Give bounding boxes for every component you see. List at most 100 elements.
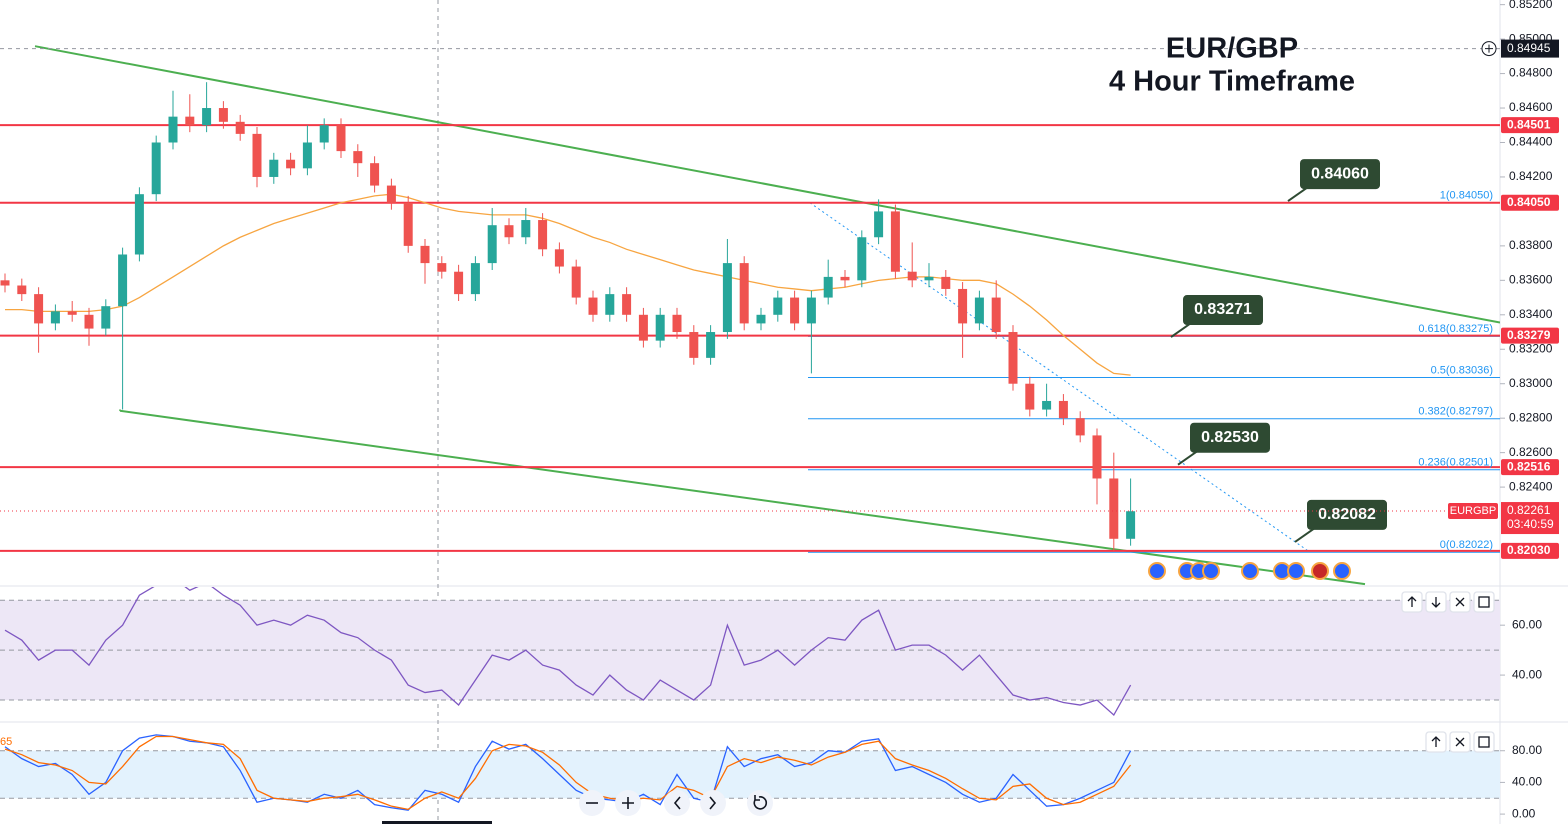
countdown-label: 03:40:59: [1507, 517, 1554, 531]
candle-body: [974, 297, 984, 324]
y-tick-label: 0.84200: [1509, 169, 1553, 183]
candle-body: [353, 151, 363, 164]
callout-label: 0.83271: [1194, 301, 1252, 318]
candle-body: [202, 108, 212, 126]
candle-body: [1042, 400, 1052, 410]
candle-body: [151, 142, 161, 195]
y-tick-label: 60.00: [1512, 617, 1542, 631]
pane-buttons[interactable]: [1401, 591, 1495, 753]
candle-body: [991, 297, 1001, 333]
candle-body: [504, 225, 514, 238]
candle-body: [235, 121, 245, 134]
level-badge: [1501, 327, 1559, 344]
symbol-label: EURGBP: [1450, 505, 1496, 517]
fib-label: 0.618(0.83275): [1418, 323, 1493, 335]
candle-body: [722, 263, 732, 333]
candle-body: [823, 276, 833, 298]
crosshair-badge: [1501, 39, 1559, 58]
candle-body: [386, 185, 396, 203]
candle-body: [454, 271, 464, 295]
y-tick-label: 0.00: [1512, 806, 1536, 820]
callout-box: [1190, 422, 1270, 453]
candle-body: [1025, 383, 1035, 410]
candle-body: [571, 266, 581, 298]
candle-body: [521, 220, 531, 238]
crosshair-label: 0.84945: [1507, 41, 1551, 55]
candle-body: [538, 220, 548, 250]
y-tick-label: 0.83400: [1509, 307, 1553, 321]
candle-body: [655, 314, 665, 341]
candle-body: [185, 116, 195, 126]
candle-body: [790, 297, 800, 324]
candle-body: [554, 249, 564, 267]
candle-body: [67, 311, 77, 315]
level-badge: [1501, 459, 1559, 476]
candle-body: [302, 142, 312, 169]
candle-body: [1058, 400, 1068, 419]
price-pane: 0.84060 0.83271 0.82530 0.82082: [0, 45, 1500, 586]
candle-body: [403, 202, 413, 246]
callout-box: [1300, 159, 1380, 190]
chart-subtitle: 4 Hour Timeframe: [1109, 66, 1355, 98]
candle-body: [218, 108, 228, 122]
scroll-indicator: [382, 821, 492, 824]
last-price-badge: [1501, 502, 1559, 535]
zoom-toolbar[interactable]: [579, 790, 773, 816]
stoch-pane: [0, 734, 1500, 811]
candle-body: [319, 125, 329, 143]
candle-body: [437, 263, 447, 272]
candle-body: [84, 314, 94, 329]
y-tick-label: 40.00: [1512, 775, 1542, 789]
candle-body: [101, 306, 111, 329]
stoch-band: [0, 750, 1500, 799]
chart-title: EUR/GBP: [1166, 33, 1298, 65]
candle-body: [605, 294, 615, 315]
candle-body: [689, 332, 699, 358]
level-badge: [1501, 194, 1559, 211]
candle-body: [1008, 332, 1018, 384]
candle-body: [286, 159, 296, 169]
y-tick-label: 0.84800: [1509, 66, 1553, 80]
y-tick-label: 0.82800: [1509, 410, 1553, 424]
candle-body: [907, 271, 917, 281]
last-price-label: 0.82261: [1507, 503, 1551, 517]
fib-label: 0.5(0.83036): [1431, 364, 1493, 376]
event-icons: [1148, 562, 1351, 580]
y-tick-label: 0.83600: [1509, 273, 1553, 287]
candle-body: [588, 297, 598, 315]
level-badge: [1501, 117, 1559, 134]
level-label: 0.83279: [1507, 328, 1551, 342]
candle-body: [890, 211, 900, 272]
stoch-edge-label: 65: [0, 736, 12, 748]
level-label: 0.82516: [1507, 459, 1551, 473]
stoch-line: [4, 735, 1132, 811]
trend-line: [119, 409, 1366, 586]
level-badge: [1501, 542, 1559, 559]
level-label: 0.84501: [1507, 117, 1551, 131]
candle-body: [941, 276, 951, 289]
candle-body: [958, 288, 968, 324]
trend-line: [34, 45, 1500, 324]
stoch-line: [4, 734, 1132, 811]
fib-label: 0(0.82022): [1440, 539, 1493, 551]
y-tick-label: 0.83000: [1509, 376, 1553, 390]
candle-body: [118, 254, 128, 307]
candle-body: [638, 314, 648, 341]
candle-body: [34, 294, 44, 324]
y-tick-label: 0.83800: [1509, 238, 1553, 252]
candle-body: [17, 285, 27, 295]
callout-box: [1183, 295, 1263, 326]
candle-body: [168, 116, 178, 143]
candle-body: [1092, 435, 1102, 479]
candle-body: [470, 263, 480, 295]
level-label: 0.82030: [1507, 543, 1551, 557]
y-tick-label: 0.83200: [1509, 341, 1553, 355]
candle-body: [134, 194, 144, 255]
candle-body: [1075, 418, 1085, 436]
candle-body: [1109, 478, 1119, 539]
fib-label: 1(0.84050): [1440, 190, 1493, 202]
candle-body: [857, 237, 867, 281]
